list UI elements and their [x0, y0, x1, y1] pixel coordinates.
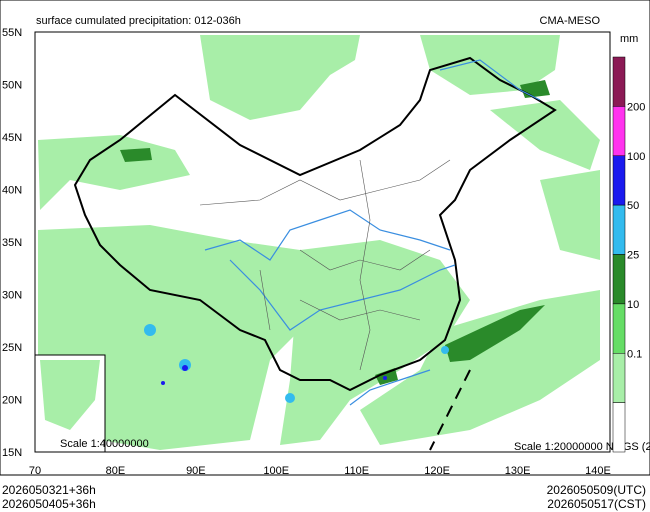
colorbar-segment	[612, 254, 626, 305]
lat-label: 40N	[2, 185, 22, 197]
colorbar-label: 200	[627, 101, 645, 113]
legend-unit: mm	[620, 33, 638, 45]
lat-label: 35N	[2, 237, 22, 249]
map-frame	[34, 31, 611, 453]
lat-label: 55N	[2, 27, 22, 39]
lon-label: 80E	[106, 465, 126, 477]
colorbar-label: 100	[627, 151, 645, 163]
colorbar: mm 200 100 50 25 10 0.1	[612, 33, 645, 453]
lat-label: 25N	[2, 342, 22, 354]
colorbar-label: 50	[627, 200, 639, 212]
footer-left-2: 2026050405+36h	[2, 497, 96, 511]
footer-right-2: 2026050517(CST)	[547, 497, 646, 511]
lon-label: 70	[29, 465, 41, 477]
national-border	[73, 56, 557, 392]
colorbar-segment	[612, 106, 626, 156]
lat-label: 15N	[2, 447, 22, 459]
precip-blue	[161, 365, 387, 385]
lon-label: 140E	[585, 465, 611, 477]
axis-labels: 55N 50N 45N 40N 35N 30N 25N 20N 15N 70 80E 90E 100E 1…	[2, 27, 611, 477]
scale-box	[512, 444, 609, 452]
source: CMA-MESO	[540, 15, 601, 27]
colorbar-label: 10	[627, 299, 639, 311]
province-borders	[199, 159, 451, 371]
colorbar-segment	[612, 353, 626, 403]
colorbar-segment	[612, 56, 626, 107]
inset-precip	[40, 360, 100, 430]
dashed-line	[429, 369, 471, 451]
precip-light	[38, 35, 600, 450]
precip-heavy	[120, 80, 550, 385]
colorbar-segment	[612, 303, 626, 354]
lat-label: 45N	[2, 132, 22, 144]
map-area: Scale 1:40000000 Scale 1:20000000 No.GS …	[34, 31, 650, 453]
rivers	[204, 59, 541, 406]
lat-label: 30N	[2, 290, 22, 302]
lon-label: 110E	[344, 465, 369, 477]
footer-left-1: 2026050321+36h	[2, 483, 96, 497]
lon-label: 100E	[263, 465, 289, 477]
map-title: surface cumulated precipitation: 012-036…	[36, 15, 241, 27]
colorbar-segment	[612, 155, 626, 206]
footer-right-1: 2026050509(UTC)	[547, 483, 646, 497]
inset-scale: Scale 1:40000000	[60, 438, 149, 450]
inset: Scale 1:40000000	[34, 354, 149, 453]
lon-label: 90E	[186, 465, 206, 477]
lon-label: 120E	[424, 465, 450, 477]
lat-label: 20N	[2, 395, 22, 407]
colorbar-segment	[612, 402, 626, 453]
main-scale: Scale 1:20000000 No.GS (2019) 1786	[514, 441, 650, 453]
colorbar-label: 0.1	[627, 348, 642, 360]
colorbar-segment	[612, 204, 626, 255]
colorbar-label: 25	[627, 250, 639, 262]
lat-label: 50N	[2, 80, 22, 92]
lon-label: 130E	[505, 465, 531, 477]
